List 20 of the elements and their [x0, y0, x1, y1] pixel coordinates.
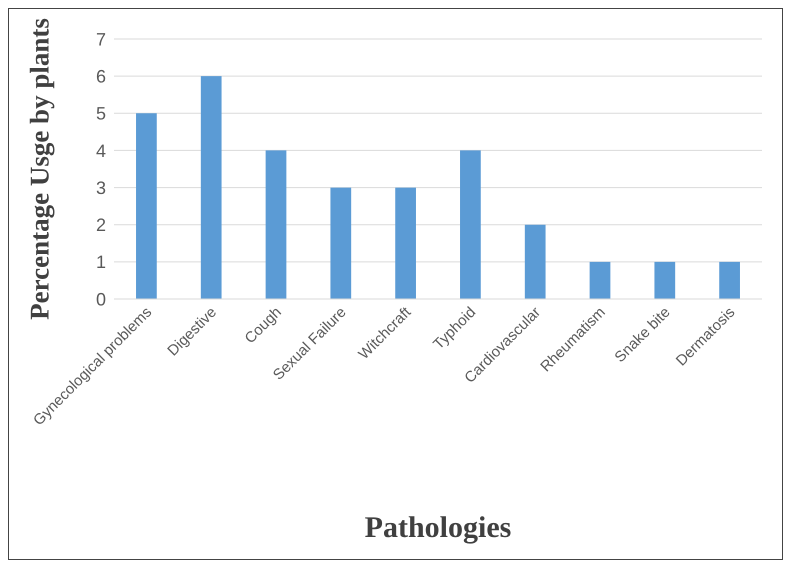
y-tick-label: 0: [96, 289, 106, 310]
y-tick-label: 6: [96, 66, 106, 87]
y-tick-label: 5: [96, 104, 106, 124]
bar: [200, 76, 222, 299]
y-tick-label: 7: [96, 29, 106, 50]
x-axis-title: Pathologies: [364, 511, 512, 544]
y-axis-title: Percentage Usge by plants: [24, 18, 55, 320]
bar: [460, 150, 481, 299]
y-tick-label: 2: [96, 215, 106, 236]
bar: [590, 262, 610, 299]
y-tick-label: 4: [96, 140, 106, 161]
bar: [266, 150, 286, 299]
y-tick-label: 3: [96, 178, 106, 198]
bar: [524, 224, 546, 299]
bar: [136, 113, 157, 299]
y-tick-label: 1: [96, 252, 106, 272]
bar: [654, 262, 676, 299]
bar: [395, 188, 416, 299]
bar: [330, 188, 352, 299]
bar: [719, 262, 740, 299]
